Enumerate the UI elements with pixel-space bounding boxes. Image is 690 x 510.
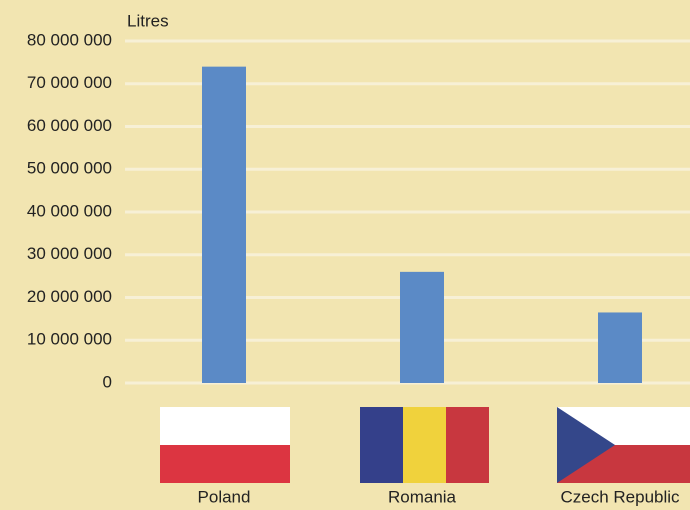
y-tick-label: 70 000 000 — [27, 73, 112, 92]
bar — [598, 312, 642, 383]
y-axis-label: Litres — [127, 11, 169, 30]
y-tick-label: 60 000 000 — [27, 116, 112, 135]
y-tick-label: 10 000 000 — [27, 330, 112, 349]
y-tick-label: 0 — [103, 372, 112, 391]
y-tick-label: 20 000 000 — [27, 287, 112, 306]
bar — [400, 271, 444, 383]
x-tick-label: Romania — [388, 487, 457, 506]
y-tick-label: 30 000 000 — [27, 244, 112, 263]
flag-poland — [160, 407, 290, 483]
flag-romania — [360, 407, 489, 483]
y-tick-label: 50 000 000 — [27, 159, 112, 178]
flag-czech-republic — [557, 407, 690, 483]
x-tick-label: Poland — [198, 487, 251, 506]
y-tick-label: 80 000 000 — [27, 30, 112, 49]
bar — [202, 66, 246, 384]
x-tick-label: Czech Republic — [560, 487, 680, 506]
y-tick-label: 40 000 000 — [27, 201, 112, 220]
